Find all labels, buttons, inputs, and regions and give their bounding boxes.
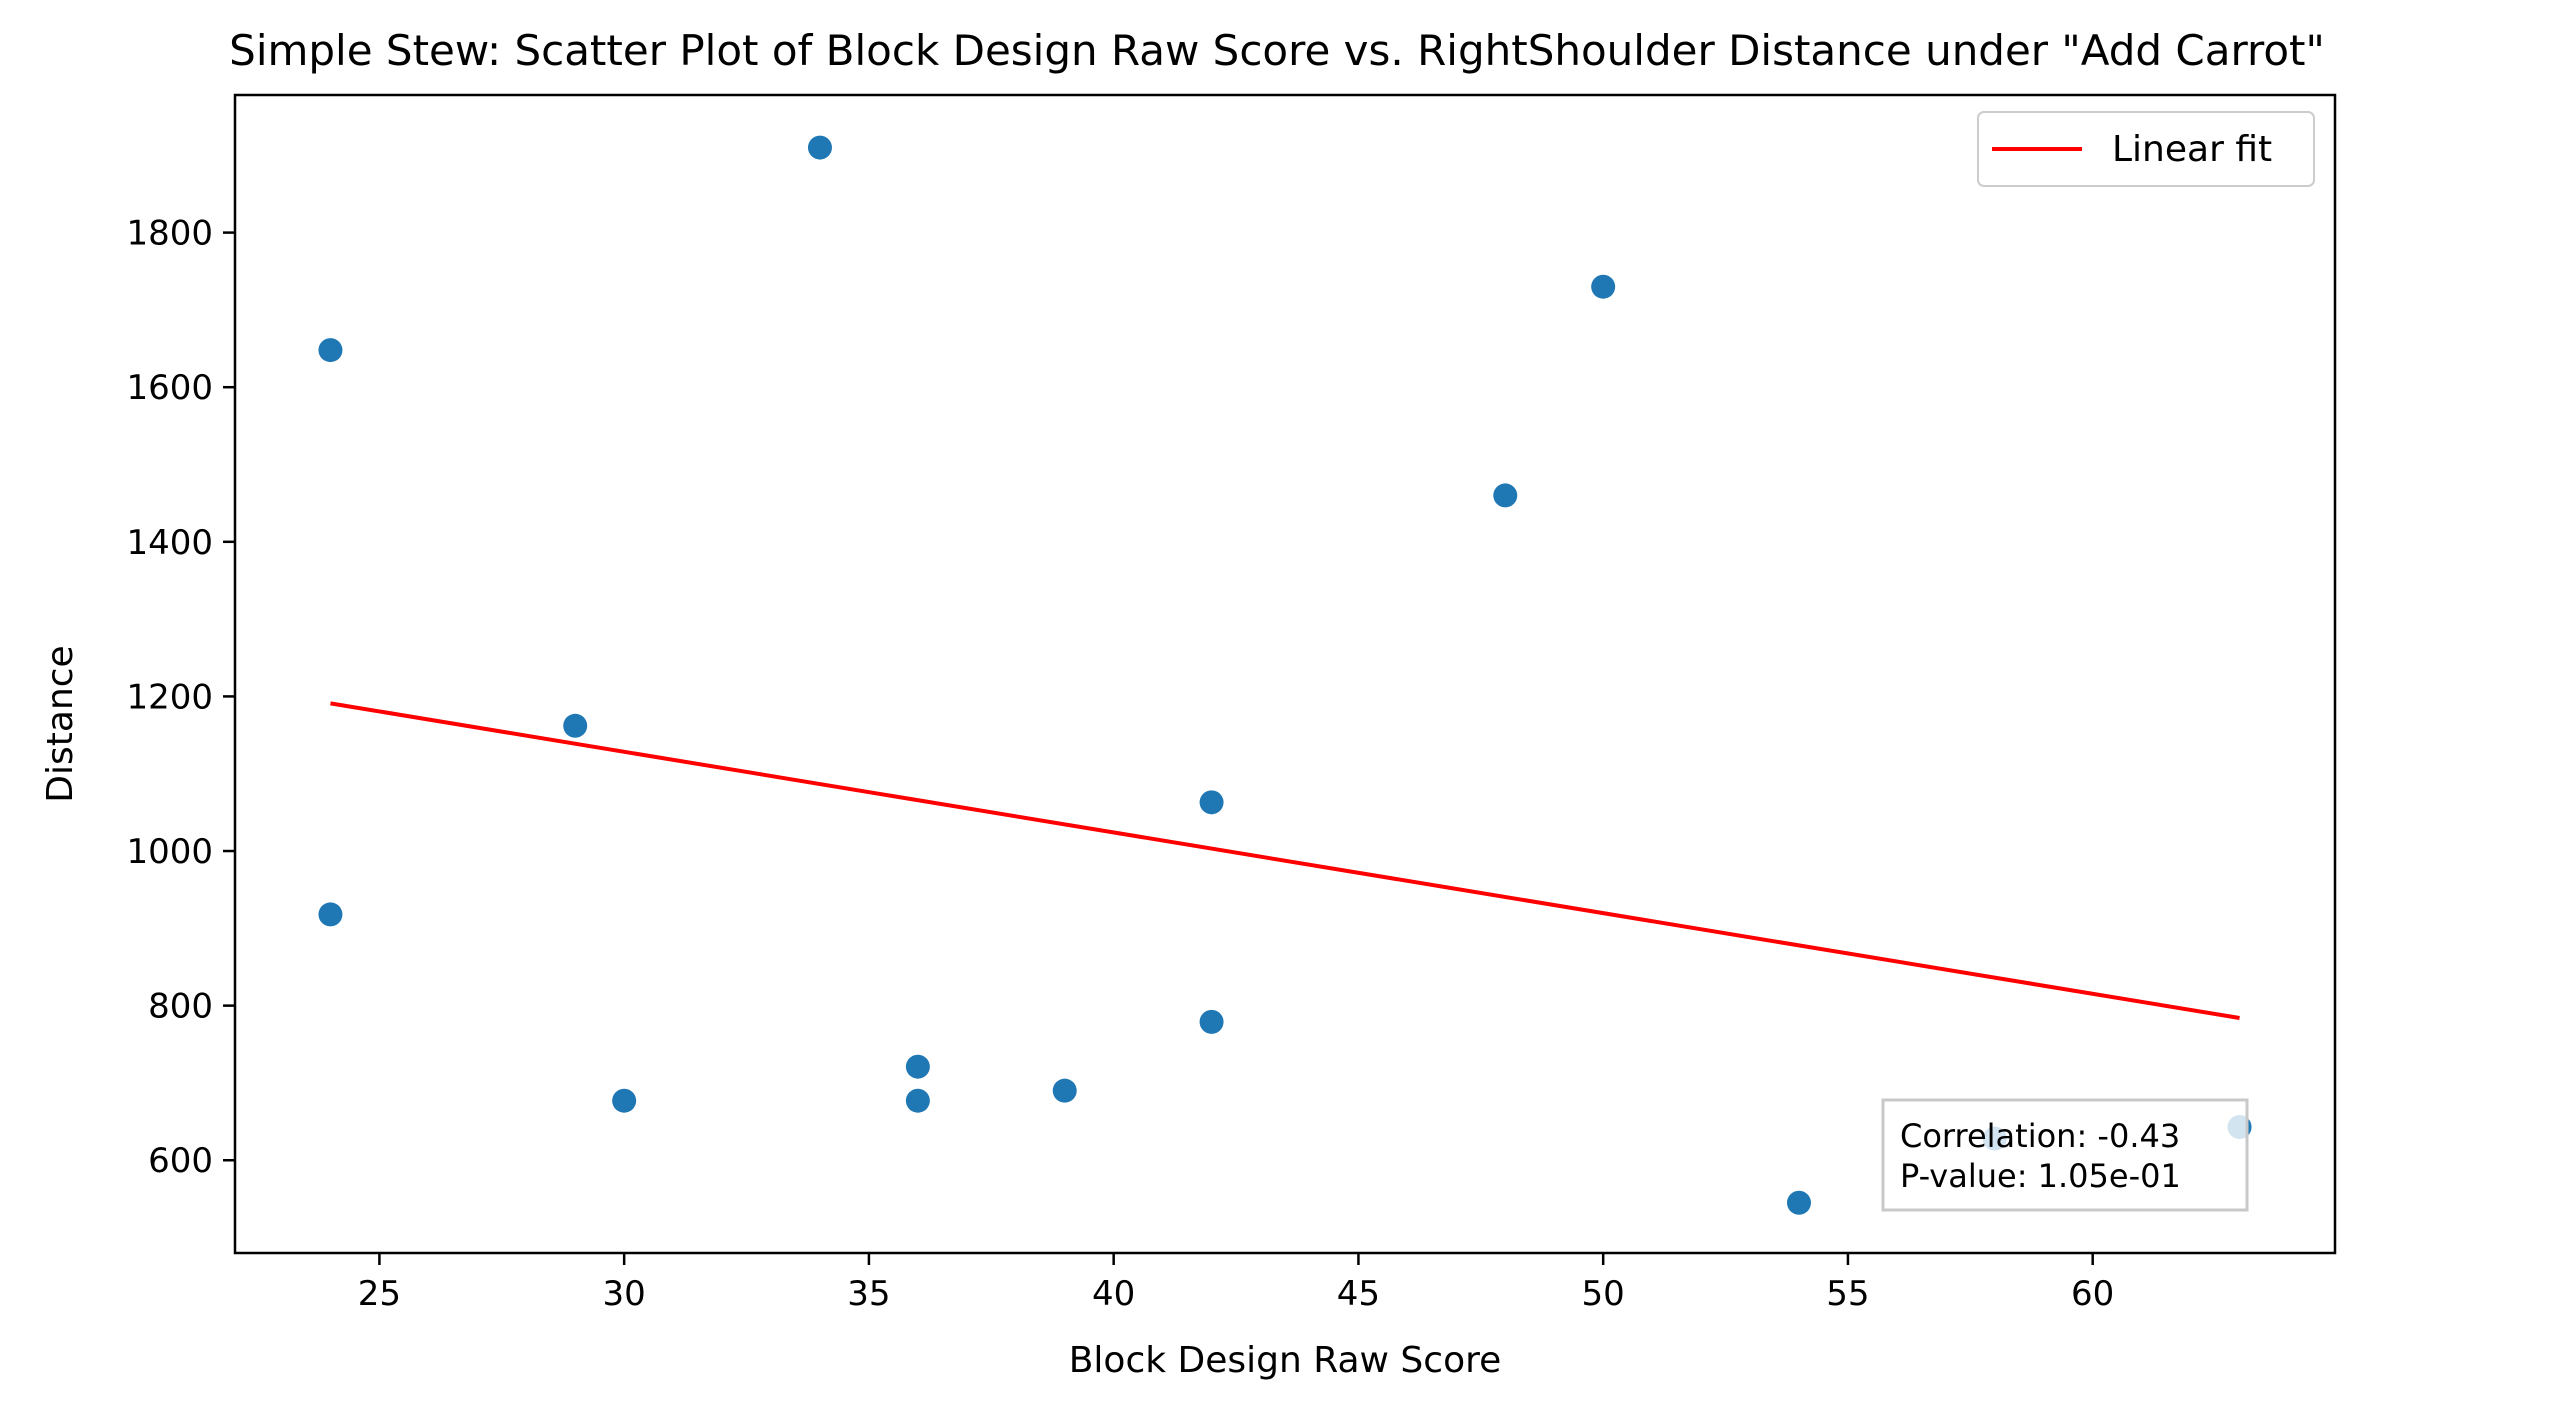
y-axis-label: Distance [40,645,81,802]
plot-area [233,93,2337,1255]
x-tick-label: 30 [603,1274,646,1314]
scatter-point [1199,790,1224,815]
x-axis-ticks: 25 30 35 40 45 50 55 60 [358,1253,2114,1314]
x-tick-label: 60 [2071,1274,2114,1314]
scatter-point [318,902,343,927]
legend-linear-fit-label: Linear fit [2112,129,2272,170]
scatter-point [1591,274,1616,299]
scatter-point [807,135,832,160]
scatter-point [1199,1009,1224,1034]
x-tick-label: 25 [358,1274,401,1314]
y-tick-label: 800 [148,987,213,1027]
scatter-point [905,1088,930,1113]
p-value-annotation: P-value: 1.05e-01 [1900,1157,2181,1195]
scatter-point [1052,1078,1077,1103]
y-tick-label: 1200 [126,677,213,717]
x-tick-label: 40 [1092,1274,1135,1314]
scatter-point [563,713,588,738]
scatter-point [905,1054,930,1079]
x-tick-label: 45 [1337,1274,1380,1314]
stats-annotation-box: Correlation: -0.43 P-value: 1.05e-01 [1881,1098,2249,1212]
y-tick-label: 600 [148,1141,213,1181]
x-tick-label: 35 [847,1274,890,1314]
x-tick-label: 55 [1826,1274,1869,1314]
chart-title: Simple Stew: Scatter Plot of Block Desig… [229,26,2325,75]
correlation-annotation: Correlation: -0.43 [1900,1117,2180,1155]
scatter-point [612,1088,637,1113]
scatter-point [318,338,343,363]
linear-fit-line [330,701,2240,1020]
scatter-point [1786,1190,1811,1215]
y-axis-ticks: 600 800 1000 1200 1400 1600 1800 [126,214,235,1181]
legend-frame [1977,111,2315,187]
stats-box-frame [1881,1098,2249,1212]
x-axis-label: Block Design Raw Score [1069,1340,1502,1381]
y-tick-label: 1400 [126,523,213,563]
y-tick-label: 1000 [126,832,213,872]
scatter-point [1493,483,1518,508]
y-tick-label: 1800 [126,214,213,254]
legend: Linear fit [1977,111,2315,187]
y-tick-label: 1600 [126,368,213,408]
x-tick-label: 50 [1582,1274,1625,1314]
